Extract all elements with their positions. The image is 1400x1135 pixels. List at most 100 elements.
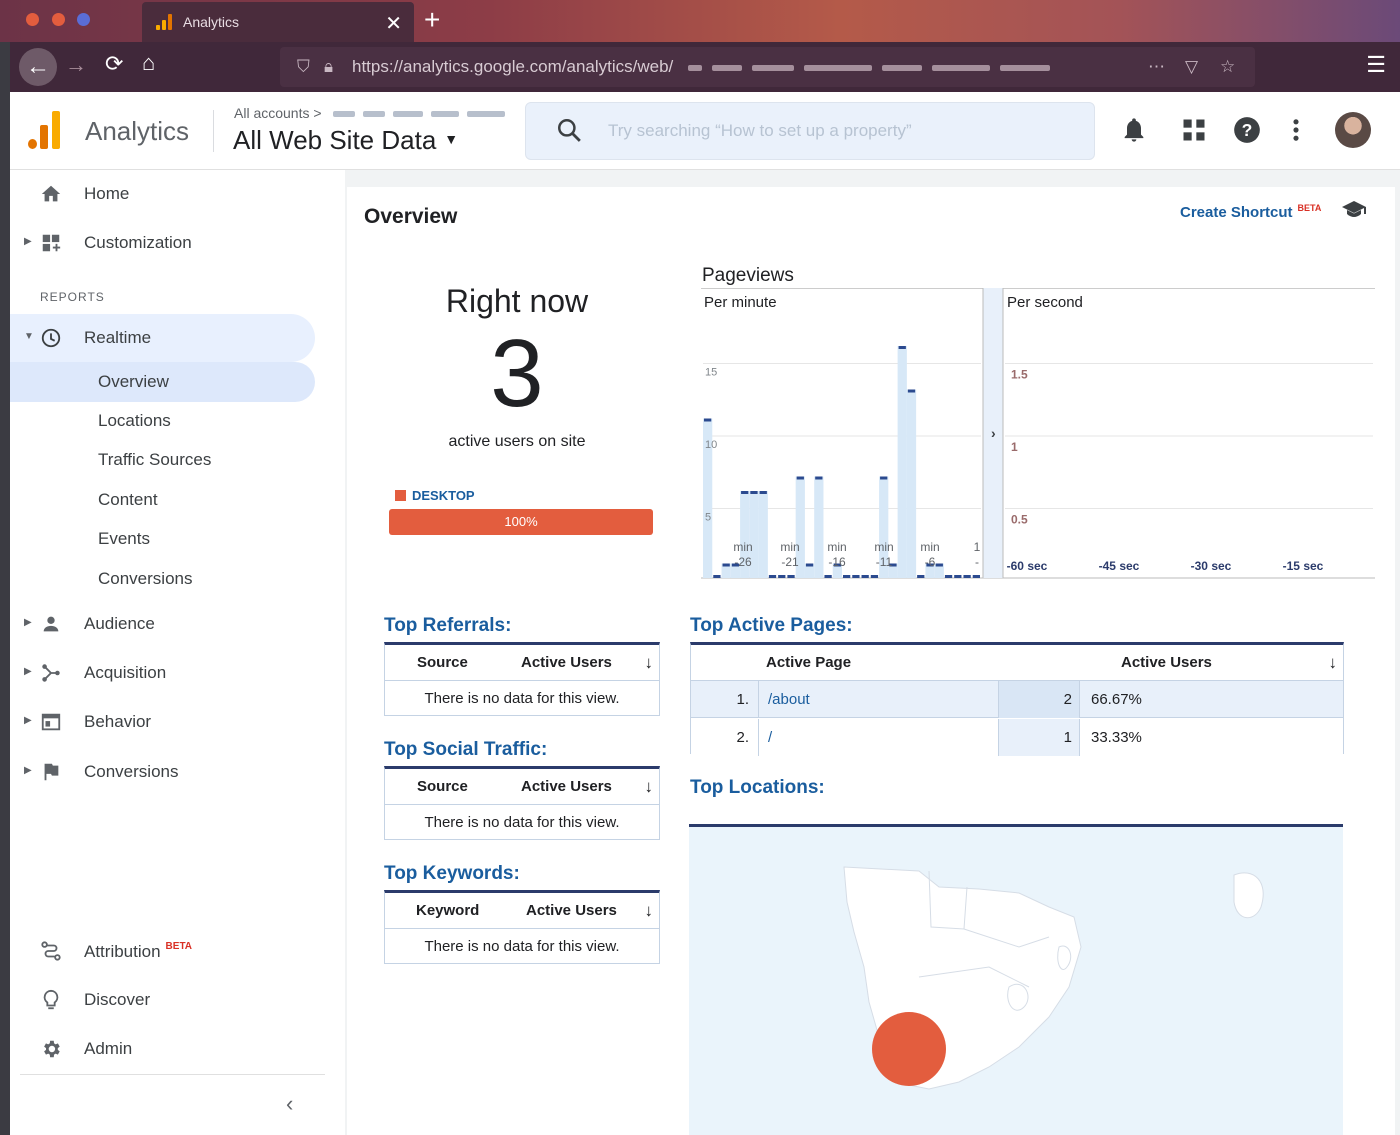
minimize-window-button[interactable]	[52, 13, 65, 26]
locations-map[interactable]	[689, 824, 1343, 1135]
sidebar-item-realtime[interactable]: ▼ Realtime	[10, 318, 345, 358]
dashboard-icon	[42, 234, 61, 252]
menu-icon[interactable]: ☰	[1366, 52, 1386, 77]
create-shortcut-link[interactable]: Create Shortcut BETA	[1180, 203, 1321, 221]
bar[interactable]	[740, 491, 750, 578]
page-link[interactable]: /about	[768, 691, 810, 708]
bar[interactable]	[758, 491, 768, 578]
bar[interactable]	[832, 563, 842, 579]
top-active-pages-table: Active Page Active Users ↓ 1. /about 2 6…	[690, 642, 1344, 756]
sort-down-icon[interactable]: ↓	[644, 901, 654, 920]
breadcrumb[interactable]: All accounts >	[234, 105, 506, 121]
expand-chevron-icon[interactable]: ›	[991, 425, 996, 441]
active-users-label: active users on site	[448, 433, 586, 450]
active-users-column-header[interactable]: Active Users	[1121, 654, 1212, 671]
apps-grid-icon[interactable]	[1180, 116, 1208, 144]
bar[interactable]	[703, 418, 713, 579]
app-header: Analytics All accounts > All Web Site Da…	[10, 92, 1400, 170]
bar-zero	[972, 575, 980, 578]
beta-badge: BETA	[165, 941, 193, 952]
sort-down-icon[interactable]: ↓	[1328, 653, 1338, 672]
sidebar-item-conversions[interactable]: ▶ Conversions	[10, 752, 345, 792]
sidebar-item-attribution[interactable]: Attribution BETA	[10, 931, 345, 971]
bar[interactable]	[814, 476, 824, 579]
help-icon[interactable]: ?	[1233, 116, 1261, 144]
sort-down-icon[interactable]: ↓	[644, 653, 654, 672]
sidebar-subitem-content[interactable]: Content	[10, 481, 345, 521]
collapse-sidebar-icon[interactable]: ‹	[286, 1091, 294, 1116]
sidebar-item-home[interactable]: Home	[10, 174, 345, 214]
new-tab-button[interactable]: +	[424, 4, 441, 35]
y-tick-label: 10	[705, 439, 717, 451]
page-link[interactable]: /	[768, 729, 773, 746]
x-tick-label: min -26	[733, 540, 752, 569]
bar[interactable]	[804, 563, 815, 579]
source-column-header[interactable]: Source	[417, 654, 468, 671]
bar[interactable]	[925, 563, 935, 579]
sidebar-subitem-label: Events	[98, 529, 150, 548]
attribution-icon	[41, 941, 61, 961]
close-tab-icon[interactable]: ✕	[385, 13, 402, 35]
row-percent: 33.33%	[1091, 729, 1142, 746]
address-bar[interactable]: ⛉ 🔒︎ https://analytics.google.com/analyt…	[280, 47, 1255, 87]
sidebar-subitem-traffic-sources[interactable]: Traffic Sources	[10, 441, 345, 481]
sidebar-subitem-overview[interactable]: Overview	[10, 363, 345, 403]
active-users-column-header[interactable]: Active Users	[526, 902, 617, 919]
sidebar-subitem-events[interactable]: Events	[10, 520, 345, 560]
bar[interactable]	[888, 563, 898, 579]
sidebar-item-audience[interactable]: ▶ Audience	[10, 604, 345, 644]
panel-divider-handle[interactable]	[983, 288, 1003, 578]
home-button[interactable]: ⌂	[142, 50, 156, 75]
sidebar-subitem-conversions[interactable]: Conversions	[10, 560, 345, 600]
table-row[interactable]: 2. / 1 33.33%	[691, 719, 1343, 756]
keyword-column-header[interactable]: Keyword	[416, 902, 480, 919]
top-keywords-title: Top Keywords:	[384, 863, 520, 884]
top-keywords-table: Keyword Active Users ↓ There is no data …	[384, 890, 660, 964]
sidebar-item-acquisition[interactable]: ▶ Acquisition	[10, 653, 345, 693]
sidebar-item-behavior[interactable]: ▶ Behavior	[10, 702, 345, 742]
top-referrals-table: Source Active Users ↓ There is no data f…	[384, 642, 660, 716]
bar[interactable]	[730, 563, 741, 579]
bar[interactable]	[749, 491, 759, 578]
bar[interactable]	[795, 476, 805, 579]
graduation-cap-icon[interactable]	[1341, 199, 1367, 219]
bar[interactable]	[879, 476, 889, 579]
active-page-column-header[interactable]: Active Page	[766, 654, 852, 671]
right-now-title: Right now	[445, 283, 589, 319]
top-locations-title: Top Locations:	[690, 777, 825, 798]
bar[interactable]	[721, 563, 731, 579]
sidebar-item-discover[interactable]: Discover	[10, 980, 345, 1020]
bar[interactable]	[897, 346, 907, 578]
x-tick-label: 1-	[974, 540, 981, 569]
browser-tab[interactable]: Analytics ✕	[142, 2, 414, 42]
maximize-window-button[interactable]	[77, 13, 90, 26]
table-row[interactable]: 1. /about 2 66.67%	[691, 681, 1343, 718]
location-marker[interactable]	[872, 1012, 946, 1086]
app-name: Analytics	[85, 116, 190, 146]
notifications-bell-icon[interactable]	[1120, 116, 1148, 144]
active-users-column-header[interactable]: Active Users	[521, 778, 612, 795]
reload-button[interactable]: ⟳	[105, 51, 124, 76]
sort-down-icon[interactable]: ↓	[644, 777, 654, 796]
sidebar-item-admin[interactable]: Admin	[10, 1029, 345, 1069]
expand-arrow-icon: ▶	[24, 666, 32, 677]
sidebar-subitem-locations[interactable]: Locations	[10, 402, 345, 442]
more-vert-icon[interactable]	[1282, 116, 1310, 144]
sidebar-item-customization[interactable]: ▶ Customization	[10, 223, 345, 263]
more-icon[interactable]: ⋯	[1148, 57, 1165, 76]
forward-button[interactable]: →	[65, 52, 87, 77]
avatar[interactable]	[1335, 112, 1371, 148]
row-users: 1	[1063, 729, 1072, 746]
pocket-icon[interactable]: ▽	[1185, 57, 1199, 76]
source-column-header[interactable]: Source	[417, 778, 468, 795]
back-button[interactable]: ←	[19, 48, 57, 86]
bar-cap	[704, 418, 712, 422]
overview-highlight	[10, 362, 315, 402]
bar[interactable]	[906, 389, 917, 579]
bar[interactable]	[934, 563, 944, 579]
active-users-column-header[interactable]: Active Users	[521, 654, 612, 671]
view-selector[interactable]: All Web Site Data ▼	[233, 125, 458, 156]
bookmark-star-icon[interactable]: ☆	[1220, 57, 1236, 76]
search-box[interactable]: Try searching “How to set up a property”	[525, 102, 1095, 160]
close-window-button[interactable]	[26, 13, 39, 26]
